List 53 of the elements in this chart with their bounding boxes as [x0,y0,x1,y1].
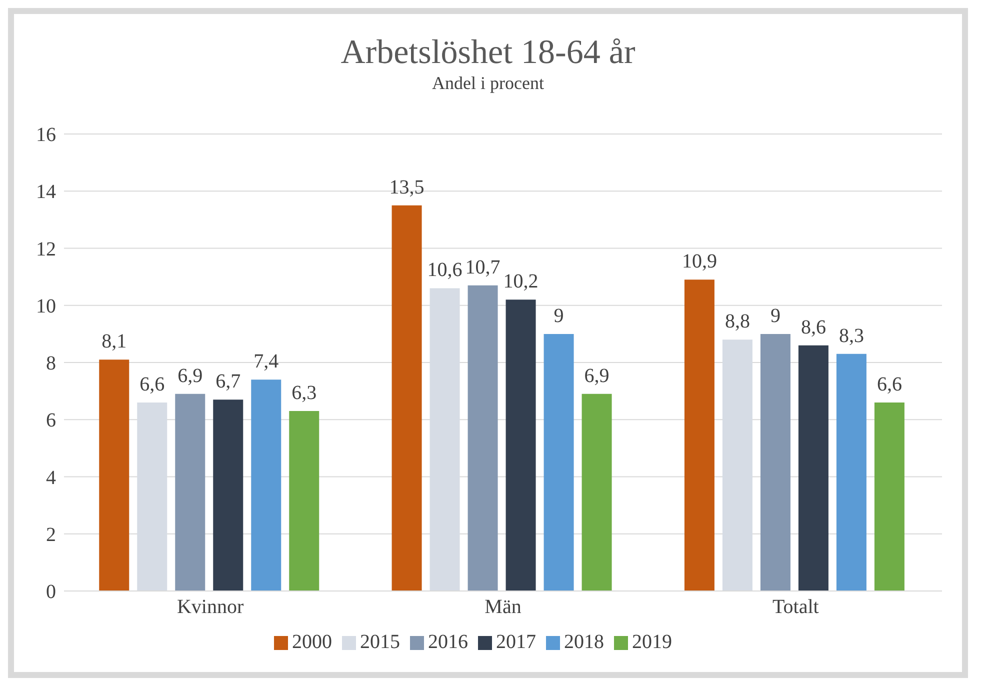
bar [175,394,206,591]
data-label: 6,6 [140,373,165,396]
bar [289,411,320,591]
y-tick-label: 10 [36,295,56,318]
bar [506,300,536,591]
x-tick-label: Kvinnor [176,596,244,618]
bar [684,280,714,591]
chart-subtitle: Andel i procent [431,72,545,94]
bar [760,334,790,591]
bar [582,394,612,591]
data-label: 8,1 [102,330,127,353]
legend-label: 2018 [564,631,604,653]
y-tick-label: 14 [36,181,56,204]
bar [468,285,498,591]
data-label: 10,9 [682,250,717,273]
chart-title: Arbetslöshet 18-64 år [340,34,636,72]
x-tick-label: Totalt [772,596,820,618]
bar [544,334,574,591]
data-label: 8,6 [800,316,826,338]
data-label: 6,6 [876,373,902,396]
data-label: 13,5 [389,176,424,198]
y-tick-label: 4 [46,466,56,489]
bar [99,360,130,591]
data-label: 8,8 [724,310,750,333]
bar [213,400,244,591]
y-tick-label: 0 [46,581,56,604]
bar [251,380,282,591]
y-tick-label: 16 [36,124,56,146]
legend-label: 2015 [360,631,400,653]
data-label: 6,9 [178,364,203,387]
y-tick-label: 6 [46,410,56,432]
legend-label: 2017 [496,631,536,653]
bar [392,205,422,591]
y-tick-label: 12 [36,238,56,260]
data-label: 10,6 [427,259,462,282]
bar [798,345,828,591]
data-label: 10,7 [465,256,500,278]
data-label: 8,3 [838,324,864,347]
bar [836,354,866,591]
data-label: 10,2 [503,270,538,293]
data-label: 9 [770,304,780,327]
bar [874,402,904,591]
legend-label: 2000 [292,631,332,653]
data-label: 9 [554,304,564,327]
data-label: 6,3 [292,382,317,404]
x-tick-label: Män [484,596,522,618]
data-label: 7,4 [254,350,279,373]
y-tick-label: 8 [46,352,56,375]
legend-label: 2016 [428,631,468,653]
data-label: 6,7 [216,370,241,393]
legend-label: 2019 [632,631,672,653]
data-label: 6,9 [584,364,610,387]
y-tick-label: 2 [46,524,56,546]
